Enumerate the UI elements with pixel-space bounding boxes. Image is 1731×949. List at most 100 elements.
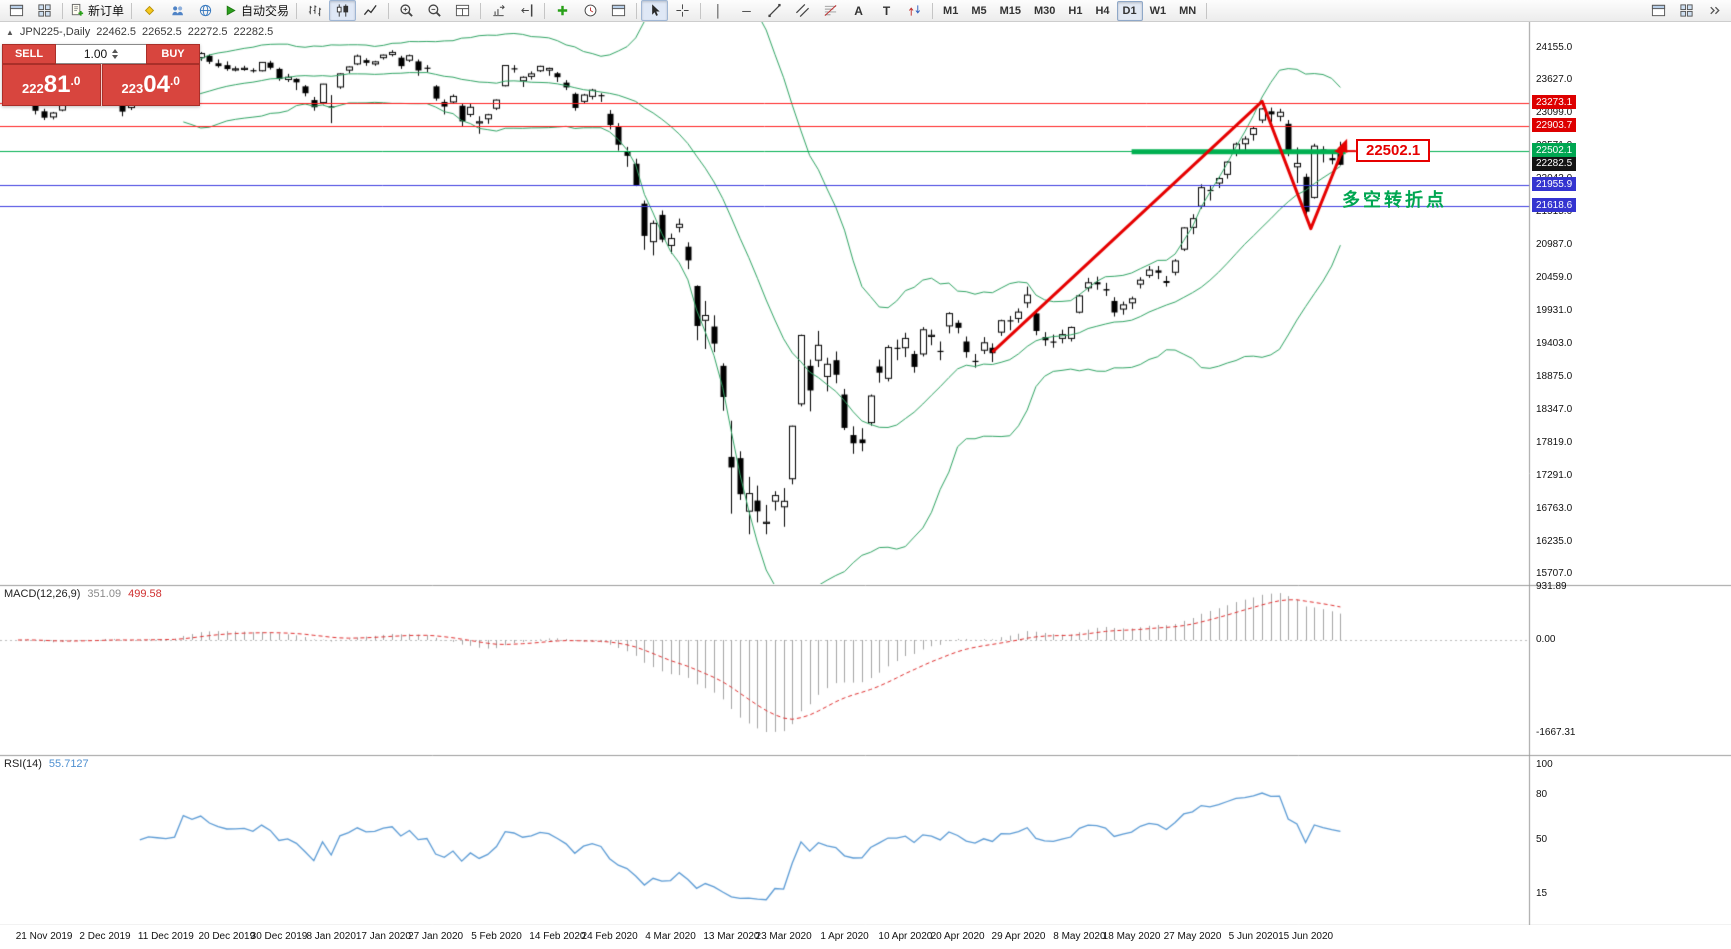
rsi-scale-label: 100 bbox=[1536, 758, 1553, 770]
price-scale-label: 16763.0 bbox=[1536, 502, 1573, 514]
date-label: 2 Dec 2019 bbox=[79, 931, 131, 942]
date-label: 1 Apr 2020 bbox=[820, 931, 869, 942]
toolbar-separator bbox=[1206, 2, 1208, 19]
date-label: 23 Mar 2020 bbox=[755, 931, 812, 942]
volume-value[interactable]: 1.00 bbox=[83, 47, 108, 61]
timeframe-m30[interactable]: M30 bbox=[1034, 4, 1056, 17]
date-label: 13 Mar 2020 bbox=[703, 931, 760, 942]
timeframe-m15[interactable]: M15 bbox=[999, 4, 1021, 17]
website-icon[interactable] bbox=[192, 0, 219, 21]
price-scale-label: 19931.0 bbox=[1536, 304, 1573, 316]
channel-icon[interactable] bbox=[789, 0, 816, 21]
candlestick-chart-icon[interactable] bbox=[329, 0, 357, 21]
new-window-icon[interactable] bbox=[1645, 0, 1672, 21]
buy-tab[interactable]: BUY bbox=[146, 44, 200, 64]
zoom-out-icon[interactable] bbox=[421, 0, 448, 21]
window-list-icon[interactable] bbox=[1673, 0, 1700, 21]
price-scale-label: 20459.0 bbox=[1536, 272, 1573, 284]
sell-button[interactable]: 222 81.0 bbox=[2, 64, 101, 106]
volume-input[interactable]: 1.00 bbox=[56, 44, 146, 64]
toolbar-overflow-icon[interactable] bbox=[1701, 0, 1728, 21]
macd-scale-label: 931.89 bbox=[1536, 581, 1567, 593]
price-scale-label: 24155.0 bbox=[1536, 41, 1573, 53]
mql5-market-icon[interactable] bbox=[136, 0, 163, 21]
text-tool-icon[interactable]: A bbox=[854, 3, 863, 18]
timeframe-w1[interactable]: W1 bbox=[1149, 4, 1167, 17]
price-callout-label[interactable]: 22502.1 bbox=[1356, 139, 1431, 162]
date-label: 27 Jan 2020 bbox=[408, 931, 464, 942]
buy-price-prefix: 223 bbox=[121, 80, 144, 96]
symbol-name: JPN225-,Daily bbox=[19, 26, 91, 38]
templates-icon[interactable] bbox=[605, 0, 632, 21]
date-label: 29 Apr 2020 bbox=[991, 931, 1046, 942]
cursor-icon[interactable] bbox=[641, 0, 669, 21]
line-chart-icon[interactable] bbox=[357, 0, 384, 21]
date-label: 20 Apr 2020 bbox=[930, 931, 985, 942]
rsi-scale-label: 15 bbox=[1536, 887, 1548, 899]
pane-separator[interactable] bbox=[0, 923, 1731, 928]
horizontal-line-icon[interactable]: ─ bbox=[742, 3, 751, 18]
new-order-button[interactable]: 新订单 bbox=[67, 0, 127, 21]
time-axis[interactable]: 21 Nov 2019 2 Dec 2019 11 Dec 2019 20 Dec 2… bbox=[0, 925, 1731, 949]
price-scale-label: 17819.0 bbox=[1536, 436, 1573, 448]
timeframe-h4[interactable]: H4 bbox=[1095, 4, 1110, 17]
timeframe-m1[interactable]: M1 bbox=[943, 4, 959, 17]
periods-icon[interactable] bbox=[577, 0, 604, 21]
price-scale-badge: 22282.5 bbox=[1532, 156, 1577, 171]
price-chart-canvas[interactable] bbox=[0, 22, 1731, 949]
chart-shift-icon[interactable] bbox=[513, 0, 540, 21]
toolbar-separator bbox=[544, 2, 546, 19]
auto-trading-button[interactable]: 自动交易 bbox=[220, 0, 292, 21]
timeframe-m5[interactable]: M5 bbox=[971, 4, 987, 17]
date-label: 30 Dec 2019 bbox=[250, 931, 308, 942]
volume-spinner[interactable] bbox=[112, 49, 119, 59]
rsi-value: 55.7127 bbox=[48, 758, 89, 770]
profiles-icon[interactable] bbox=[31, 0, 58, 21]
indicators-list-icon[interactable] bbox=[549, 0, 576, 21]
date-label: 4 Mar 2020 bbox=[645, 931, 696, 942]
rsi-indicator-label: RSI(14) 55.7127 bbox=[4, 758, 89, 770]
new-chart-icon[interactable] bbox=[3, 0, 30, 21]
date-label: 10 Apr 2020 bbox=[878, 931, 933, 942]
fibonacci-icon[interactable] bbox=[817, 0, 844, 21]
toolbar-separator bbox=[700, 2, 702, 19]
community-icon[interactable] bbox=[164, 0, 191, 21]
sell-tab[interactable]: SELL bbox=[2, 44, 56, 64]
date-label: 20 Dec 2019 bbox=[198, 931, 256, 942]
tile-windows-icon[interactable] bbox=[449, 0, 476, 21]
crosshair-icon[interactable] bbox=[669, 0, 696, 21]
timeframe-d1[interactable]: D1 bbox=[1116, 0, 1143, 21]
sell-price-frac: .0 bbox=[70, 74, 81, 88]
volume-down-icon[interactable] bbox=[112, 55, 119, 59]
label-tool-icon[interactable]: T bbox=[882, 3, 891, 18]
bar-chart-icon[interactable] bbox=[301, 0, 328, 21]
zoom-in-icon[interactable] bbox=[393, 0, 420, 21]
vertical-line-icon[interactable]: │ bbox=[714, 3, 723, 18]
macd-scale-label: 0.00 bbox=[1536, 633, 1556, 645]
price-scale-label: 23627.0 bbox=[1536, 74, 1573, 86]
auto-scroll-icon[interactable] bbox=[485, 0, 512, 21]
date-label: 27 May 2020 bbox=[1163, 931, 1222, 942]
timeframe-mn[interactable]: MN bbox=[1179, 4, 1197, 17]
price-scale-badge: 21618.6 bbox=[1532, 198, 1577, 213]
date-label: 15 Jun 2020 bbox=[1278, 931, 1334, 942]
close-value: 22282.5 bbox=[233, 26, 274, 38]
pane-separator[interactable] bbox=[0, 753, 1731, 758]
sell-price-prefix: 222 bbox=[22, 80, 44, 96]
pane-separator[interactable] bbox=[0, 583, 1731, 588]
volume-up-icon[interactable] bbox=[112, 49, 119, 53]
symbol-marker-icon: ▲ bbox=[6, 27, 14, 37]
turning-point-note[interactable]: 多空转折点 bbox=[1342, 190, 1447, 210]
date-label: 17 Jan 2020 bbox=[355, 931, 411, 942]
date-label: 21 Nov 2019 bbox=[15, 931, 73, 942]
price-scale-label: 18347.0 bbox=[1536, 403, 1573, 415]
price-scale[interactable]: 24155.023627.023099.022571.022043.021515… bbox=[1530, 22, 1731, 925]
price-scale-badge: 22502.1 bbox=[1532, 143, 1577, 158]
arrows-tool-icon[interactable] bbox=[901, 0, 928, 21]
trendline-icon[interactable] bbox=[761, 0, 788, 21]
date-label: 5 Jun 2020 bbox=[1228, 931, 1279, 942]
buy-button[interactable]: 223 04.0 bbox=[101, 64, 200, 106]
timeframe-h1[interactable]: H1 bbox=[1068, 4, 1083, 17]
toolbar-separator bbox=[131, 2, 133, 19]
date-label: 5 Feb 2020 bbox=[471, 931, 522, 942]
